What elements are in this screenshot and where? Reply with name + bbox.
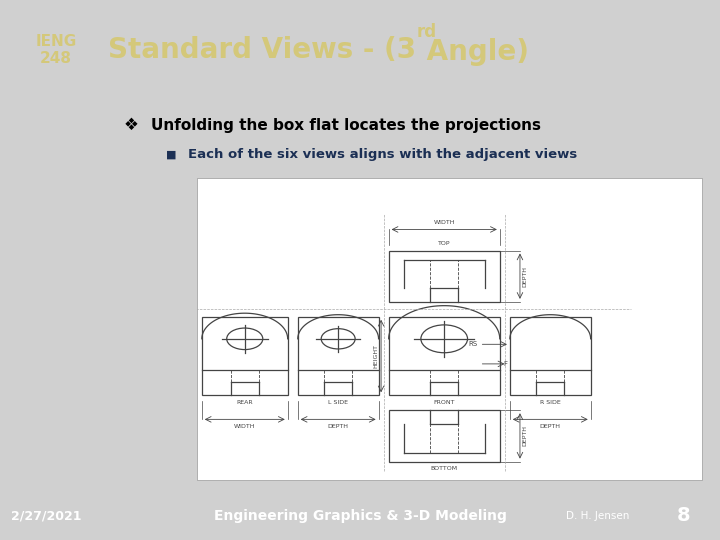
Text: Standard Views - (3: Standard Views - (3 [108,36,416,64]
Text: ■: ■ [166,150,177,160]
Text: WIDTH: WIDTH [433,220,455,225]
Text: 8: 8 [678,506,690,525]
Text: Angle): Angle) [417,38,529,66]
Text: Each of the six views aligns with the adjacent views: Each of the six views aligns with the ad… [188,148,577,161]
Text: R SIDE: R SIDE [540,400,561,405]
Text: HEIGHT: HEIGHT [374,344,379,368]
Text: DEPTH: DEPTH [328,424,348,429]
Text: IENG
248: IENG 248 [35,33,76,66]
Text: F: F [503,361,508,367]
Bar [197,178,702,480]
Bar [389,410,500,462]
Text: L SIDE: L SIDE [328,400,348,405]
Text: DEPTH: DEPTH [523,426,528,447]
Text: D. H. Jensen: D. H. Jensen [566,511,629,521]
Text: 2/27/2021: 2/27/2021 [11,509,81,522]
Text: rd: rd [417,23,437,41]
Text: REAR: REAR [236,400,253,405]
Bar [202,317,288,395]
Text: FRONT: FRONT [433,400,455,405]
Bar [510,317,590,395]
Text: Engineering Graphics & 3-D Modeling: Engineering Graphics & 3-D Modeling [214,509,506,523]
Text: ❖: ❖ [124,116,139,134]
Text: TOP: TOP [438,241,451,246]
Text: RS: RS [468,341,477,347]
Text: Unfolding the box flat locates the projections: Unfolding the box flat locates the proje… [151,118,541,133]
Text: WIDTH: WIDTH [234,424,256,429]
Bar [298,317,379,395]
Bar [389,251,500,302]
Text: DEPTH: DEPTH [540,424,561,429]
Text: BOTTOM: BOTTOM [431,466,458,471]
Bar [389,317,500,395]
Text: DEPTH: DEPTH [523,266,528,287]
